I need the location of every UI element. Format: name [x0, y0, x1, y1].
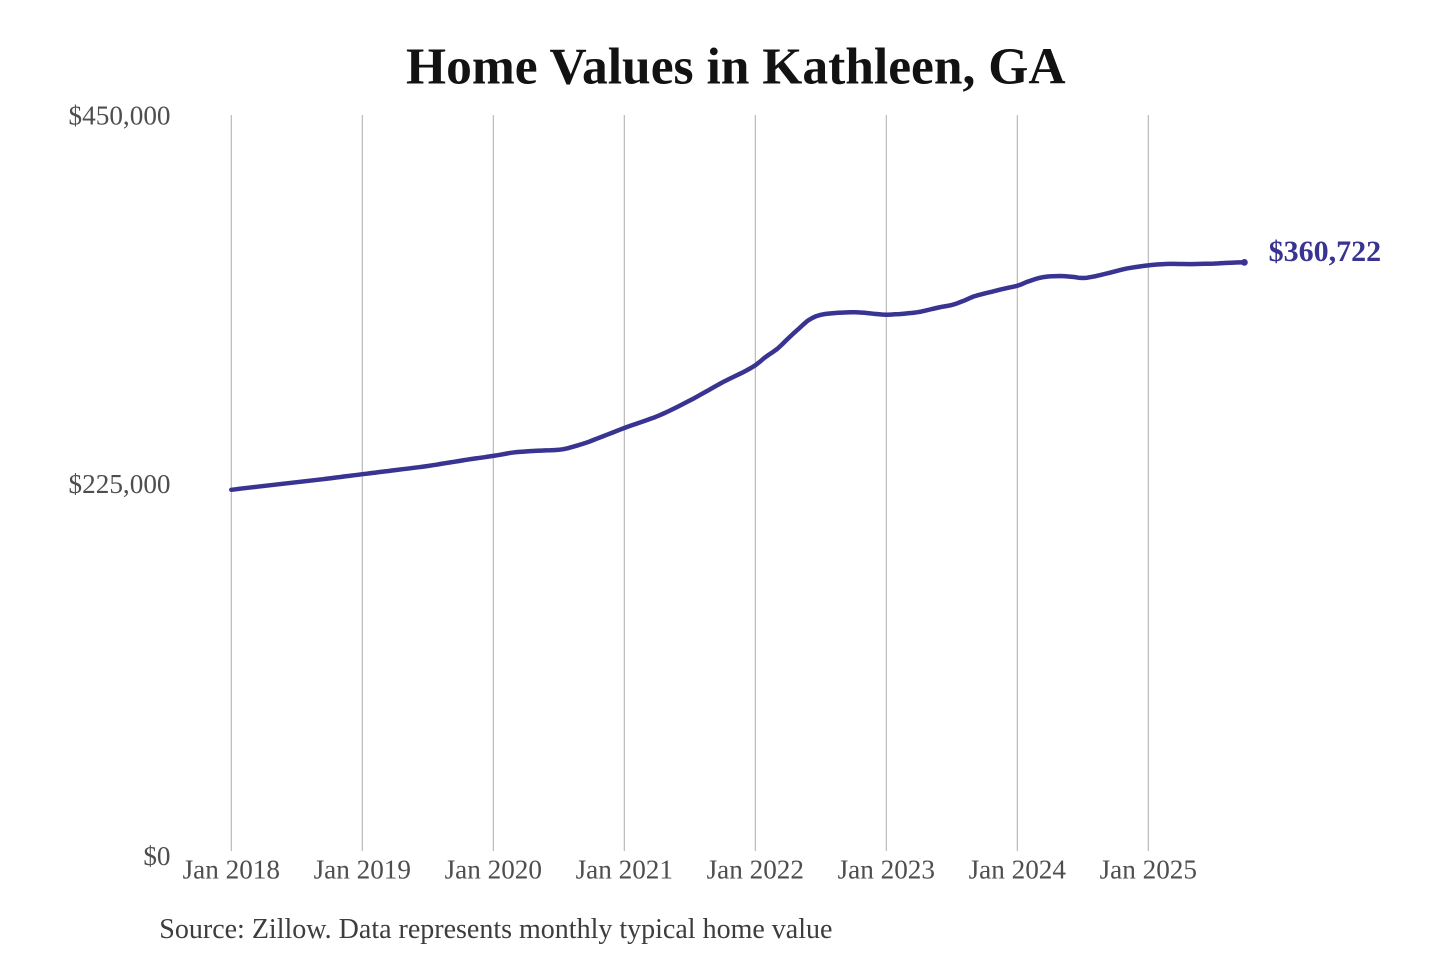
svg-text:Jan 2018: Jan 2018 — [183, 855, 280, 885]
svg-text:Source: Zillow. Data represent: Source: Zillow. Data represents monthly … — [159, 914, 832, 945]
svg-text:Jan 2021: Jan 2021 — [576, 855, 673, 885]
svg-text:Jan 2024: Jan 2024 — [969, 855, 1067, 885]
svg-text:$0: $0 — [143, 841, 170, 871]
svg-text:Home Values in Kathleen, GA: Home Values in Kathleen, GA — [406, 38, 1066, 95]
svg-text:Jan 2019: Jan 2019 — [314, 855, 411, 885]
svg-text:Jan 2020: Jan 2020 — [445, 855, 542, 885]
svg-text:$225,000: $225,000 — [69, 469, 171, 499]
svg-text:Jan 2025: Jan 2025 — [1100, 855, 1197, 885]
svg-text:Jan 2022: Jan 2022 — [707, 855, 804, 885]
svg-text:$450,000: $450,000 — [69, 101, 171, 131]
svg-text:Jan 2023: Jan 2023 — [838, 855, 935, 885]
svg-text:$360,722: $360,722 — [1269, 235, 1382, 268]
